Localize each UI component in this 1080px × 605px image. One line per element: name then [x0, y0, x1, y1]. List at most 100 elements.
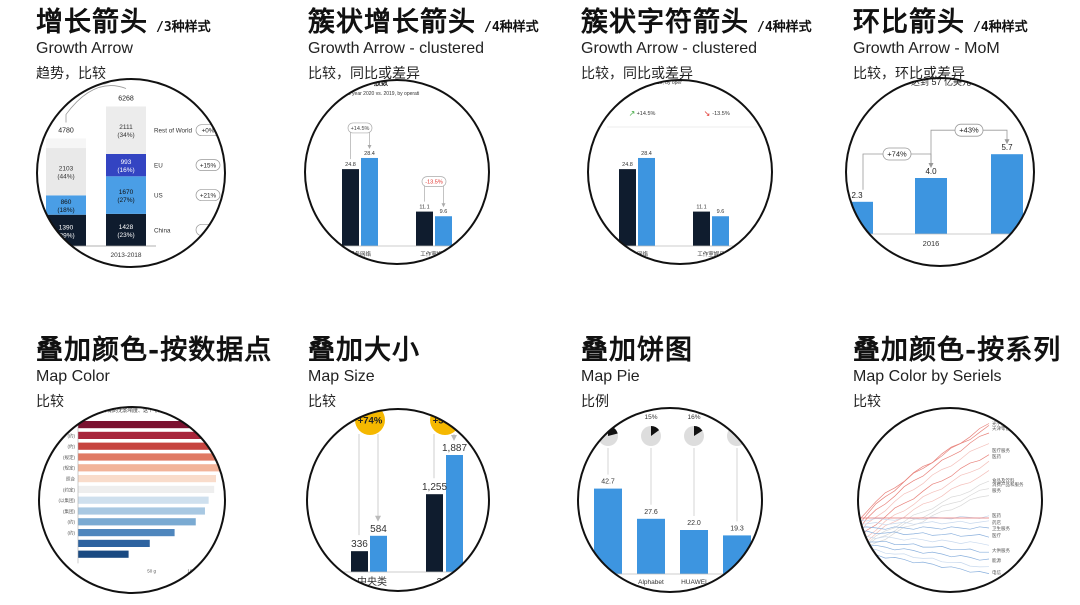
series-line — [858, 547, 990, 568]
category-label: (以集团) — [59, 497, 76, 504]
value-label: 1,255 — [422, 482, 447, 493]
series-label: 卫生服务 — [992, 525, 1010, 532]
bar-cur — [435, 216, 452, 246]
legend-label: Rest of World — [154, 128, 193, 135]
series-line — [858, 425, 990, 523]
category-label: (规定) — [63, 454, 75, 461]
series-line — [858, 530, 990, 538]
segment-percent-label: (44%) — [57, 174, 74, 181]
series-line — [858, 443, 990, 538]
circle-frame — [577, 407, 763, 593]
category-label: Alphabet — [638, 579, 664, 586]
bar-prev — [426, 494, 443, 572]
growth-label: +21% — [200, 192, 217, 199]
card-title: 增长箭头/3种样式 — [36, 7, 211, 38]
category-label: 照合 — [66, 476, 75, 483]
category-label: 服务网络 — [349, 250, 372, 258]
growth-label: +15% — [200, 162, 217, 169]
mom-growth-chart: 达到 57 亿美元 2.3 4.0 5.7 +74% +43% 2016 — [845, 77, 1035, 267]
category-label: (约定) — [63, 486, 75, 493]
chart-circle: 1390 (29%) 860 (18%) 2103 (44%) 4780 1428 (23%) 1… — [36, 74, 226, 272]
bar — [78, 529, 175, 537]
bar-prev — [351, 551, 368, 572]
card-title: 簇状增长箭头/4种样式 — [308, 7, 539, 38]
bottom-partial-label: 9%) — [58, 247, 70, 254]
card-map-size: 叠加大小 Map Size 比较 69 336 584 1,255 1,887 +74% +… — [306, 334, 568, 604]
series-label: 电信 — [992, 569, 1001, 576]
title-suffix: /3种样式 — [156, 20, 211, 35]
category-label: (约) — [68, 519, 76, 526]
map-pie-chart: 42.7 21% 27.6 15% 22.0 16% 19.3 13 Alphabet HUAWE… — [577, 407, 763, 593]
category-label: (集团) — [63, 508, 75, 515]
segment-value-label: 1670 — [119, 189, 134, 196]
map-color-series-chart: 贸易服务光学数据平台天津零售医疗服务医药食品及饮料消费产品和服务服务医药药店卫生… — [857, 407, 1043, 593]
clustered-growth-chart: 放数 in fiscal year 2020 vs. 2019, by opera… — [304, 78, 490, 265]
circle-frame — [304, 79, 490, 265]
series-line — [858, 520, 990, 526]
value-label: 27.6 — [644, 509, 658, 516]
card-description: 比较，同比或差异 — [308, 66, 420, 82]
change-label: +43% — [959, 126, 979, 135]
card-description: 趋势，比较 — [36, 66, 106, 82]
category-label: (规定) — [63, 465, 75, 472]
change-bubble — [421, 176, 447, 187]
card-map-color: 叠加颜色-按数据点 Map Color 比较 家本期的无影响度、这个 仅照 国家数… — [36, 334, 296, 604]
arrow-head — [375, 515, 381, 522]
series-label: 药店 — [992, 519, 1001, 526]
segment-value-label: 860 — [61, 199, 72, 206]
card-description: 比较 — [36, 394, 64, 410]
card-char-arrow-clustered: 簇状字符箭头/4种样式 Growth Arrow - clustered 比较，… — [581, 6, 841, 276]
card-description: 比较，同比或差异 — [581, 66, 693, 82]
value-label: 42.7 — [601, 479, 615, 486]
series-line — [858, 526, 990, 530]
pie-slice — [694, 426, 703, 436]
card-subtitle: Map Size — [308, 368, 375, 385]
chart-header: 家本期的无影响度、这个 仅照 — [98, 407, 164, 414]
bar-cur — [638, 157, 655, 246]
series-line — [858, 543, 990, 561]
bar-cur — [310, 567, 327, 572]
segment-percent-label: (16%) — [117, 167, 134, 174]
category-label: (约) — [68, 443, 76, 450]
segment-eu — [106, 153, 146, 177]
bar — [78, 421, 225, 429]
series-label: 天津零售 — [992, 425, 1010, 432]
bar-prev — [619, 169, 636, 246]
category-label: 2016 — [923, 239, 940, 248]
chart-circle: 42.7 21% 27.6 15% 22.0 16% 19.3 13 Alphabet HUAWE… — [577, 402, 763, 598]
chart-header: 放数 — [373, 78, 389, 87]
series-label: 医疗服务 — [992, 447, 1010, 454]
pie-label: 21% — [601, 414, 614, 421]
chart-subheader: in fiscal year 2020 vs. 2019, by operati — [334, 91, 419, 97]
bar — [915, 178, 947, 234]
bar-prev — [342, 169, 359, 246]
segment-percent-label: (18%) — [57, 207, 74, 214]
card-subtitle: Map Color — [36, 368, 110, 385]
value-label: 69 — [311, 556, 323, 567]
series-label: 贸易服务 — [992, 407, 1010, 414]
value-label: 22.0 — [687, 520, 701, 527]
segment-value-label: 1428 — [119, 224, 134, 231]
chart-circle: 2020 vs. 2019, by oper 24.8 28.4 ↗ +14.5% 11.… — [587, 74, 773, 270]
chart-circle: 家本期的无影响度、这个 仅照 国家数 (约) (约) (规定) (规定) 照合 (约定) (以集… — [38, 402, 226, 598]
bar — [78, 464, 225, 472]
value-label: 9.6 — [440, 209, 448, 215]
card-subtitle: Map Color by Seriels — [853, 368, 1002, 385]
title-suffix: /4种样式 — [757, 20, 812, 35]
title-suffix: /4种样式 — [484, 20, 539, 35]
change-label: -13.5% — [425, 180, 443, 186]
card-map-pie: 叠加饼图 Map Pie 比例 42.7 21% 27.6 15% 22.0 16% 19.… — [577, 334, 841, 604]
circle-frame — [306, 408, 490, 592]
segment-value-label: 2111 — [119, 124, 133, 131]
card-title: 叠加颜色-按数据点 — [36, 335, 273, 366]
segment-rest-of-world — [106, 106, 146, 154]
card-description: 比较 — [308, 394, 336, 410]
chart-content: 放数 in fiscal year 2020 vs. 2019, by opera… — [324, 78, 474, 258]
legend-label: China — [154, 227, 171, 234]
series-label: 医药 — [992, 512, 1001, 519]
circle-frame — [38, 406, 226, 594]
change-bubble — [882, 147, 912, 161]
card-growth-arrow: 增长箭头/3种样式 Growth Arrow 趋势，比较 1390 (29%) 86… — [36, 6, 286, 276]
